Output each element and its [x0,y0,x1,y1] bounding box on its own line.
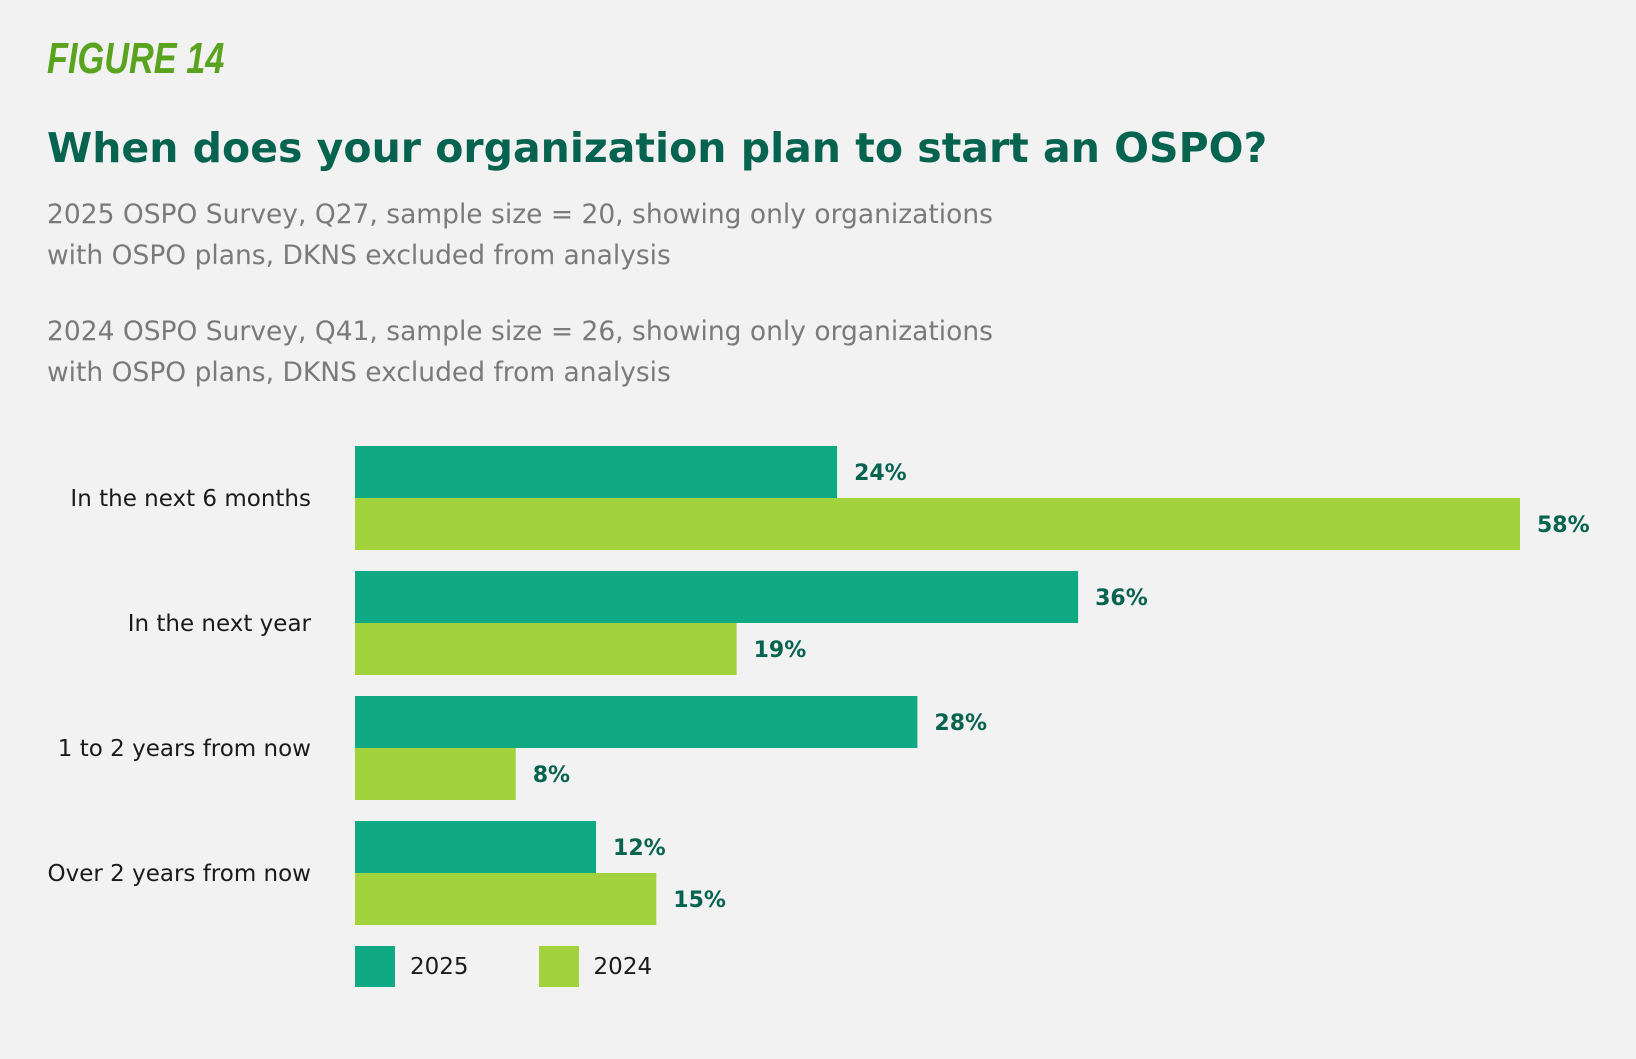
value-label-2024: 8% [533,763,570,788]
category-label: 1 to 2 years from now [58,736,311,762]
legend-item-2025: 2025 [355,946,469,987]
category-label: In the next 6 months [70,486,311,512]
value-label-2025: 28% [934,711,987,736]
bar-2025 [355,446,838,498]
legend-label-2025: 2025 [410,953,469,980]
bar-2024 [355,873,657,925]
category-label: Over 2 years from now [48,861,311,887]
figure-label: FIGURE 14 [47,34,225,83]
legend-swatch-2024 [538,946,579,987]
subtitle-2025: 2025 OSPO Survey, Q27, sample size = 20,… [47,199,993,271]
value-label-2024: 58% [1537,513,1590,538]
value-label-2025: 12% [613,836,666,861]
bar-2025 [355,571,1079,623]
value-label-2024: 19% [754,638,807,663]
bar-2024 [355,748,516,800]
legend-label-2024: 2024 [593,953,653,980]
bar-2024 [355,498,1520,550]
value-label-2025: 24% [854,461,907,486]
subtitle-2024: 2024 OSPO Survey, Q41, sample size = 26,… [47,316,993,388]
bar-2025 [355,821,597,873]
bar-2025 [355,696,918,748]
chart-title: When does your organization plan to star… [47,124,1268,172]
bar-2024 [355,623,737,675]
legend-swatch-2025 [355,946,395,987]
value-label-2024: 15% [673,888,726,913]
legend-item-2024: 2024 [538,946,653,987]
legend: 2025 2024 [355,946,722,987]
value-label-2025: 36% [1095,586,1148,611]
category-label: In the next year [128,611,312,637]
